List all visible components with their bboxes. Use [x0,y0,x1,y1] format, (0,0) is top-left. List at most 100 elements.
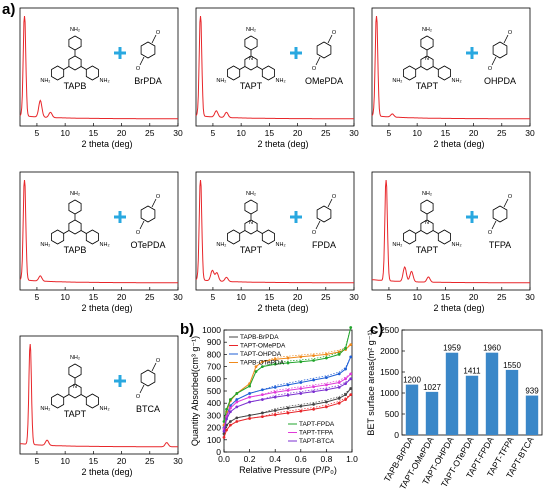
isotherm-point [325,388,328,392]
aldehyde-ring-icon [316,205,332,223]
core-ring-icon [68,383,82,399]
bond-line [80,394,87,398]
plus-icon [114,211,126,223]
amine-group-label: NH₂ [100,78,110,84]
amine-group-label: NH₂ [70,27,80,33]
bond-line [315,220,321,230]
bar-value-label: 1411 [463,367,481,376]
x-tick-label: 15 [89,456,99,466]
bar-value-label: 939 [525,387,539,396]
isotherm-point [222,435,226,439]
isotherm-point [248,384,252,388]
carbonyl-o-label: O [136,394,141,400]
isotherm-point [325,353,328,356]
isotherm-point [312,403,315,406]
x-tick-label: 30 [173,128,183,138]
x-tick-label: 5 [211,128,216,138]
x-tick-label: 30 [349,128,359,138]
x-tick-label: 0.4 [269,454,281,464]
isotherm-point [349,372,353,376]
isotherm-point [261,365,264,368]
carbonyl-o-label: O [136,66,141,72]
isotherm-point [235,392,239,395]
legend-entry-label: TAPB-BrPDA [240,334,279,341]
core-ring-icon [420,55,434,71]
aryl-ring-icon [85,229,99,245]
xrd-pattern-line [19,15,178,120]
bond-line [327,198,333,208]
legend-entry-label: TAPT-FPDA [299,421,335,428]
isotherm-point [344,377,347,381]
aryl-ring-icon [437,65,451,81]
x-tick-label: 20 [117,128,127,138]
isotherm-point [299,404,303,408]
xrd-pattern-line [195,179,354,284]
aryl-ring-icon [261,229,275,245]
x-tick-label: 20 [293,128,303,138]
isotherm-point [349,377,353,381]
desorption-branch-line [223,327,352,422]
isotherm-point [337,385,341,389]
x-tick-label: 0.8 [320,454,332,464]
amine-group-label: NH₂ [100,406,110,412]
isotherm-point [273,390,277,394]
y-tick-label: 0 [216,447,221,457]
x-tick-label: 5 [387,128,392,138]
isotherm-point [261,393,264,397]
isotherm-point [349,393,353,397]
plus-icon [114,47,126,59]
x-tick-label: 25 [321,128,331,138]
amine-group-label: NH₂ [422,191,432,197]
bond-line [139,220,145,230]
x-tick-label: 20 [293,292,303,302]
x-tick-label: 0.6 [295,454,307,464]
x-tick-label: 20 [117,292,127,302]
x-tick-label: 30 [525,292,535,302]
x-tick-label: 10 [236,292,246,302]
isotherm-point [349,387,353,390]
y-tick-label: 500 [385,409,399,419]
aryl-ring-icon [420,35,434,51]
isotherm-point [273,413,277,417]
isotherm-point [261,360,264,364]
bond-line [151,34,157,44]
bond-line [491,56,497,66]
isotherm-point [229,410,232,414]
aldehyde-ring-icon [492,205,508,223]
aldehyde-monomer-label: FPDA [312,240,336,250]
isotherm-point [349,355,353,359]
aldehyde-monomer-label: OTePDA [130,240,165,250]
isotherm-point [344,346,347,350]
isotherm-point [254,365,258,368]
aryl-ring-icon [420,199,434,215]
isotherm-point [273,385,277,389]
bar-value-label: 1200 [403,376,421,385]
core-ring-icon [420,219,434,235]
amine-group-label: NH₂ [452,242,462,248]
plus-icon [114,375,126,387]
bet-bar [525,395,539,435]
bond-line [63,66,70,70]
x-axis-title: 2 theta (deg) [81,139,132,149]
isotherm-point [344,367,347,371]
y-axis-title: Quantity Absorbed(cm³ g⁻¹) [190,336,200,446]
bond-line [80,66,87,70]
y-tick-label: 2000 [380,346,399,356]
bond-line [239,66,246,70]
xrd-axes-frame [195,171,355,291]
isotherm-point [312,354,315,358]
plus-icon [290,47,302,59]
isotherm-point [225,417,228,421]
bet-bar [425,391,439,435]
bet-bar [445,352,459,435]
isotherm-point [229,406,232,410]
xrd-axes-frame [19,7,179,127]
carbonyl-o-label: O [312,230,317,236]
carbonyl-o-label: O [488,66,493,72]
isotherm-point [222,420,226,423]
isotherm-point [235,416,239,420]
isotherm-point [299,409,303,413]
aryl-ring-icon [244,199,258,215]
y-tick-label: 300 [207,410,221,420]
isotherm-point [235,398,239,401]
